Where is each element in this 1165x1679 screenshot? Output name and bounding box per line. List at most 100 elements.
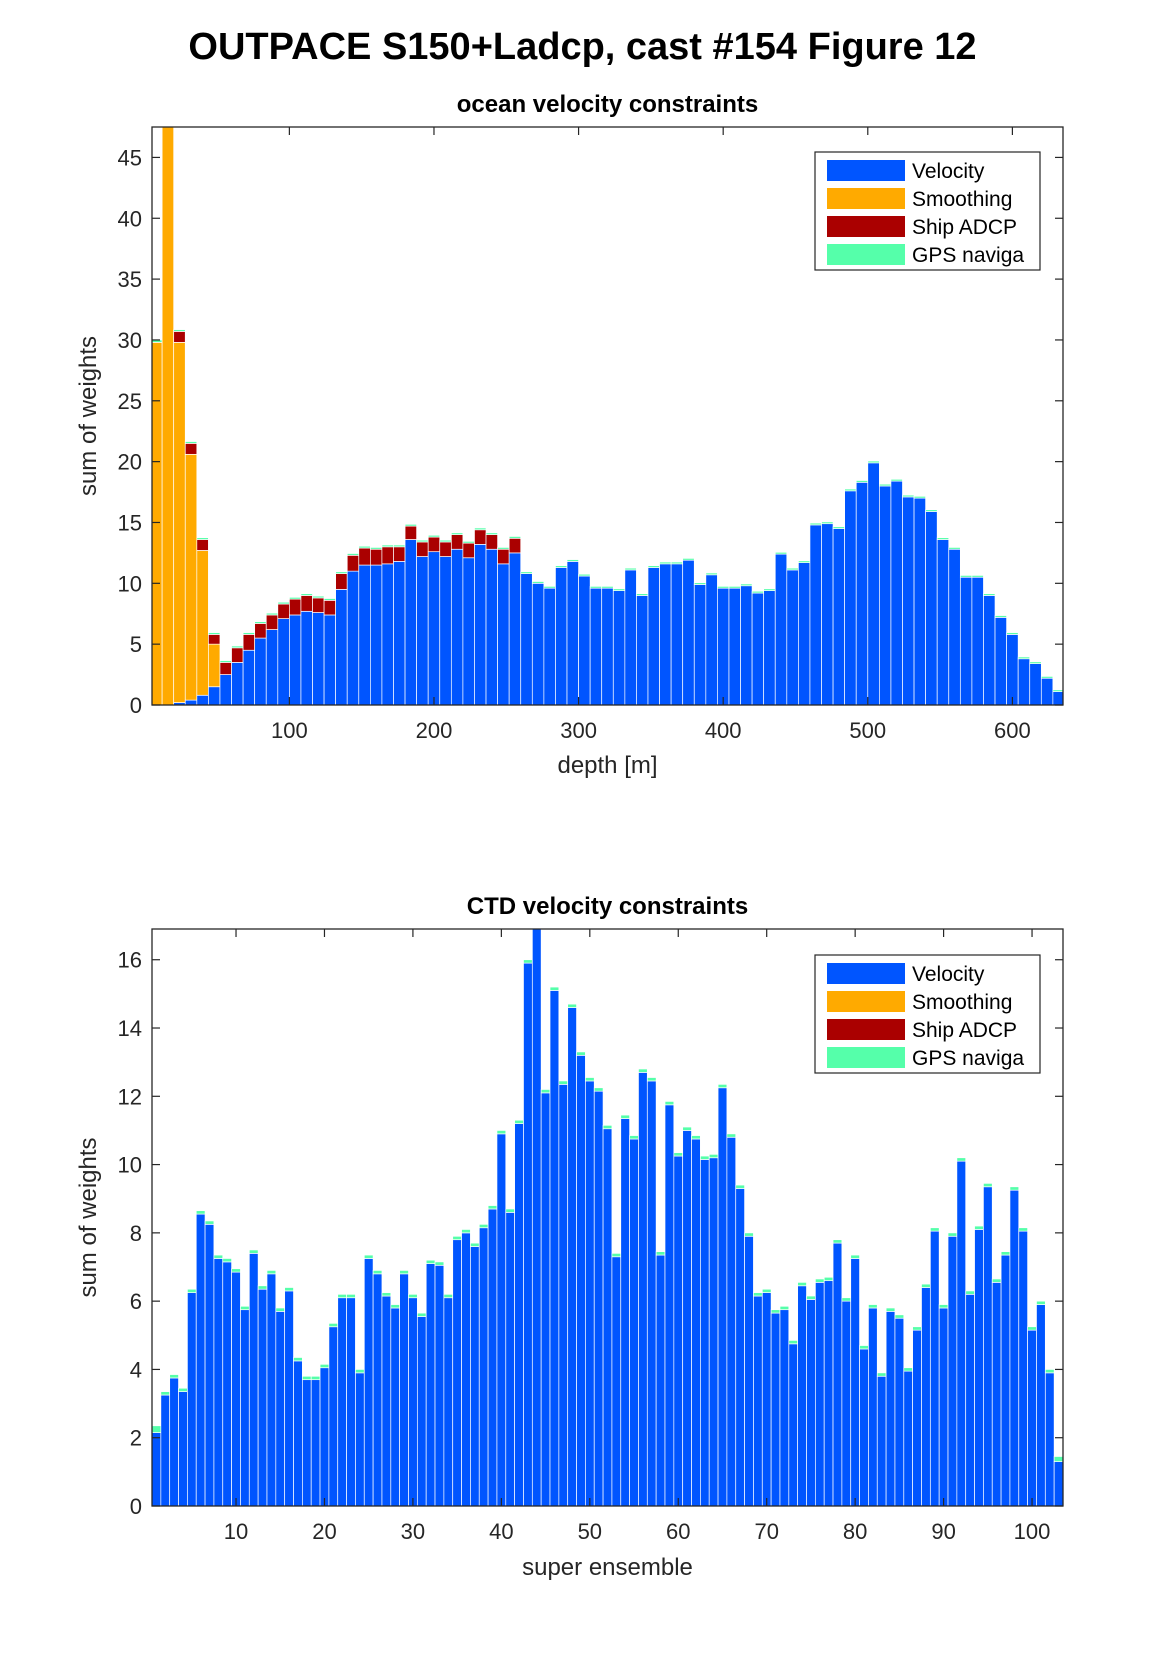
bar-velocity xyxy=(427,551,441,705)
bar-velocity xyxy=(1053,1461,1063,1506)
x-tick-label: 20 xyxy=(312,1519,336,1544)
bar-velocity xyxy=(219,674,232,705)
bar-gps-naviga xyxy=(408,1293,418,1299)
bar-ship-adcp xyxy=(208,634,221,645)
bar-gps-naviga xyxy=(289,596,302,600)
bar-gps-naviga xyxy=(868,1304,878,1309)
bar-velocity xyxy=(947,1235,958,1506)
legend-label: Ship ADCP xyxy=(912,216,1017,239)
bar-velocity xyxy=(567,1007,577,1506)
bar-gps-naviga xyxy=(809,522,822,526)
bar-gps-naviga xyxy=(478,1223,489,1229)
bar-velocity xyxy=(310,1379,321,1506)
bar-velocity xyxy=(1018,1230,1028,1506)
bar-gps-naviga xyxy=(300,593,313,596)
bar-velocity xyxy=(921,1287,931,1506)
bar-velocity xyxy=(187,1292,197,1506)
bar-velocity xyxy=(841,1300,852,1506)
bar-gps-naviga xyxy=(670,561,684,565)
bar-gps-naviga xyxy=(169,1374,179,1379)
bar-gps-naviga xyxy=(850,1254,860,1259)
bar-gps-naviga xyxy=(204,1220,215,1225)
bar-velocity xyxy=(323,614,336,705)
bar-velocity xyxy=(514,1123,524,1506)
bar-velocity xyxy=(929,1230,940,1506)
bar-velocity xyxy=(585,1080,595,1506)
y-tick-label: 30 xyxy=(118,328,142,353)
bar-velocity xyxy=(312,612,325,705)
bar-gps-naviga xyxy=(452,1235,462,1241)
bar-velocity xyxy=(797,1285,807,1506)
bar-gps-naviga xyxy=(543,586,556,589)
bar-gps-naviga xyxy=(240,1305,250,1311)
bar-velocity xyxy=(611,1256,622,1506)
bar-velocity xyxy=(1044,1372,1055,1506)
bar-velocity xyxy=(983,595,996,705)
bar-velocity xyxy=(786,569,799,705)
bar-gps-naviga xyxy=(751,590,765,594)
bar-gps-naviga xyxy=(728,586,741,589)
bar-gps-naviga xyxy=(947,1232,958,1237)
bar-velocity xyxy=(184,699,198,705)
bar-gps-naviga xyxy=(173,329,186,332)
bar-velocity xyxy=(416,1316,427,1506)
bar-gps-naviga xyxy=(664,1101,675,1106)
bar-velocity xyxy=(664,1104,675,1506)
bar-velocity xyxy=(399,1273,409,1506)
x-tick-label: 70 xyxy=(754,1519,778,1544)
bar-velocity xyxy=(381,563,394,705)
bar-velocity xyxy=(885,1311,896,1506)
bar-ship-adcp xyxy=(485,534,498,550)
bar-velocity xyxy=(266,1273,277,1506)
bar-gps-naviga xyxy=(254,621,267,624)
bar-gps-naviga xyxy=(152,1425,162,1433)
legend-swatch-ship-adcp xyxy=(827,216,905,237)
x-tick-label: 80 xyxy=(843,1519,867,1544)
legend-swatch-ship-adcp xyxy=(827,1019,905,1040)
bar-gps-naviga xyxy=(602,1124,613,1130)
bar-gps-naviga xyxy=(434,1261,445,1266)
bar-gps-naviga xyxy=(971,575,984,578)
bar-ship-adcp xyxy=(508,537,522,554)
bar-velocity xyxy=(1009,1189,1020,1506)
bar-gps-naviga xyxy=(323,598,336,601)
bar-ship-adcp xyxy=(265,614,279,630)
y-tick-label: 25 xyxy=(118,389,142,414)
bar-gps-naviga xyxy=(242,632,256,635)
bar-gps-naviga xyxy=(508,536,522,539)
bar-velocity xyxy=(576,1054,586,1506)
bar-gps-naviga xyxy=(213,1254,224,1259)
bar-velocity xyxy=(938,1307,949,1506)
bar-velocity xyxy=(1006,634,1019,705)
bar-velocity xyxy=(257,1288,268,1506)
bar-velocity xyxy=(1029,663,1042,705)
legend-label: GPS naviga xyxy=(912,1047,1024,1070)
bar-velocity xyxy=(691,1138,701,1506)
y-tick-label: 4 xyxy=(130,1357,142,1382)
bar-gps-naviga xyxy=(786,567,799,571)
bar-ship-adcp xyxy=(323,600,336,616)
bar-gps-naviga xyxy=(655,1251,666,1256)
bar-velocity xyxy=(717,1087,728,1506)
bar-velocity xyxy=(452,1239,462,1506)
bar-velocity xyxy=(894,1317,905,1506)
bar-gps-naviga xyxy=(427,534,441,538)
bar-velocity xyxy=(959,576,973,705)
bar-gps-naviga xyxy=(222,1258,232,1263)
bar-gps-naviga xyxy=(705,572,718,576)
bar-velocity xyxy=(902,496,915,705)
bar-gps-naviga xyxy=(983,1183,993,1188)
bar-gps-naviga xyxy=(425,1259,436,1264)
bar-gps-naviga xyxy=(925,509,938,512)
axes-title: ocean velocity constraints xyxy=(457,91,758,118)
bar-velocity xyxy=(629,1138,639,1506)
bar-velocity xyxy=(903,1370,913,1506)
bar-velocity xyxy=(284,1290,294,1506)
bar-gps-naviga xyxy=(470,1242,480,1247)
bar-velocity xyxy=(646,1080,657,1506)
bar-gps-naviga xyxy=(646,1077,657,1082)
bar-gps-naviga xyxy=(700,1155,710,1160)
bar-gps-naviga xyxy=(208,632,221,635)
bar-velocity xyxy=(300,610,313,705)
bar-gps-naviga xyxy=(1018,1227,1028,1232)
